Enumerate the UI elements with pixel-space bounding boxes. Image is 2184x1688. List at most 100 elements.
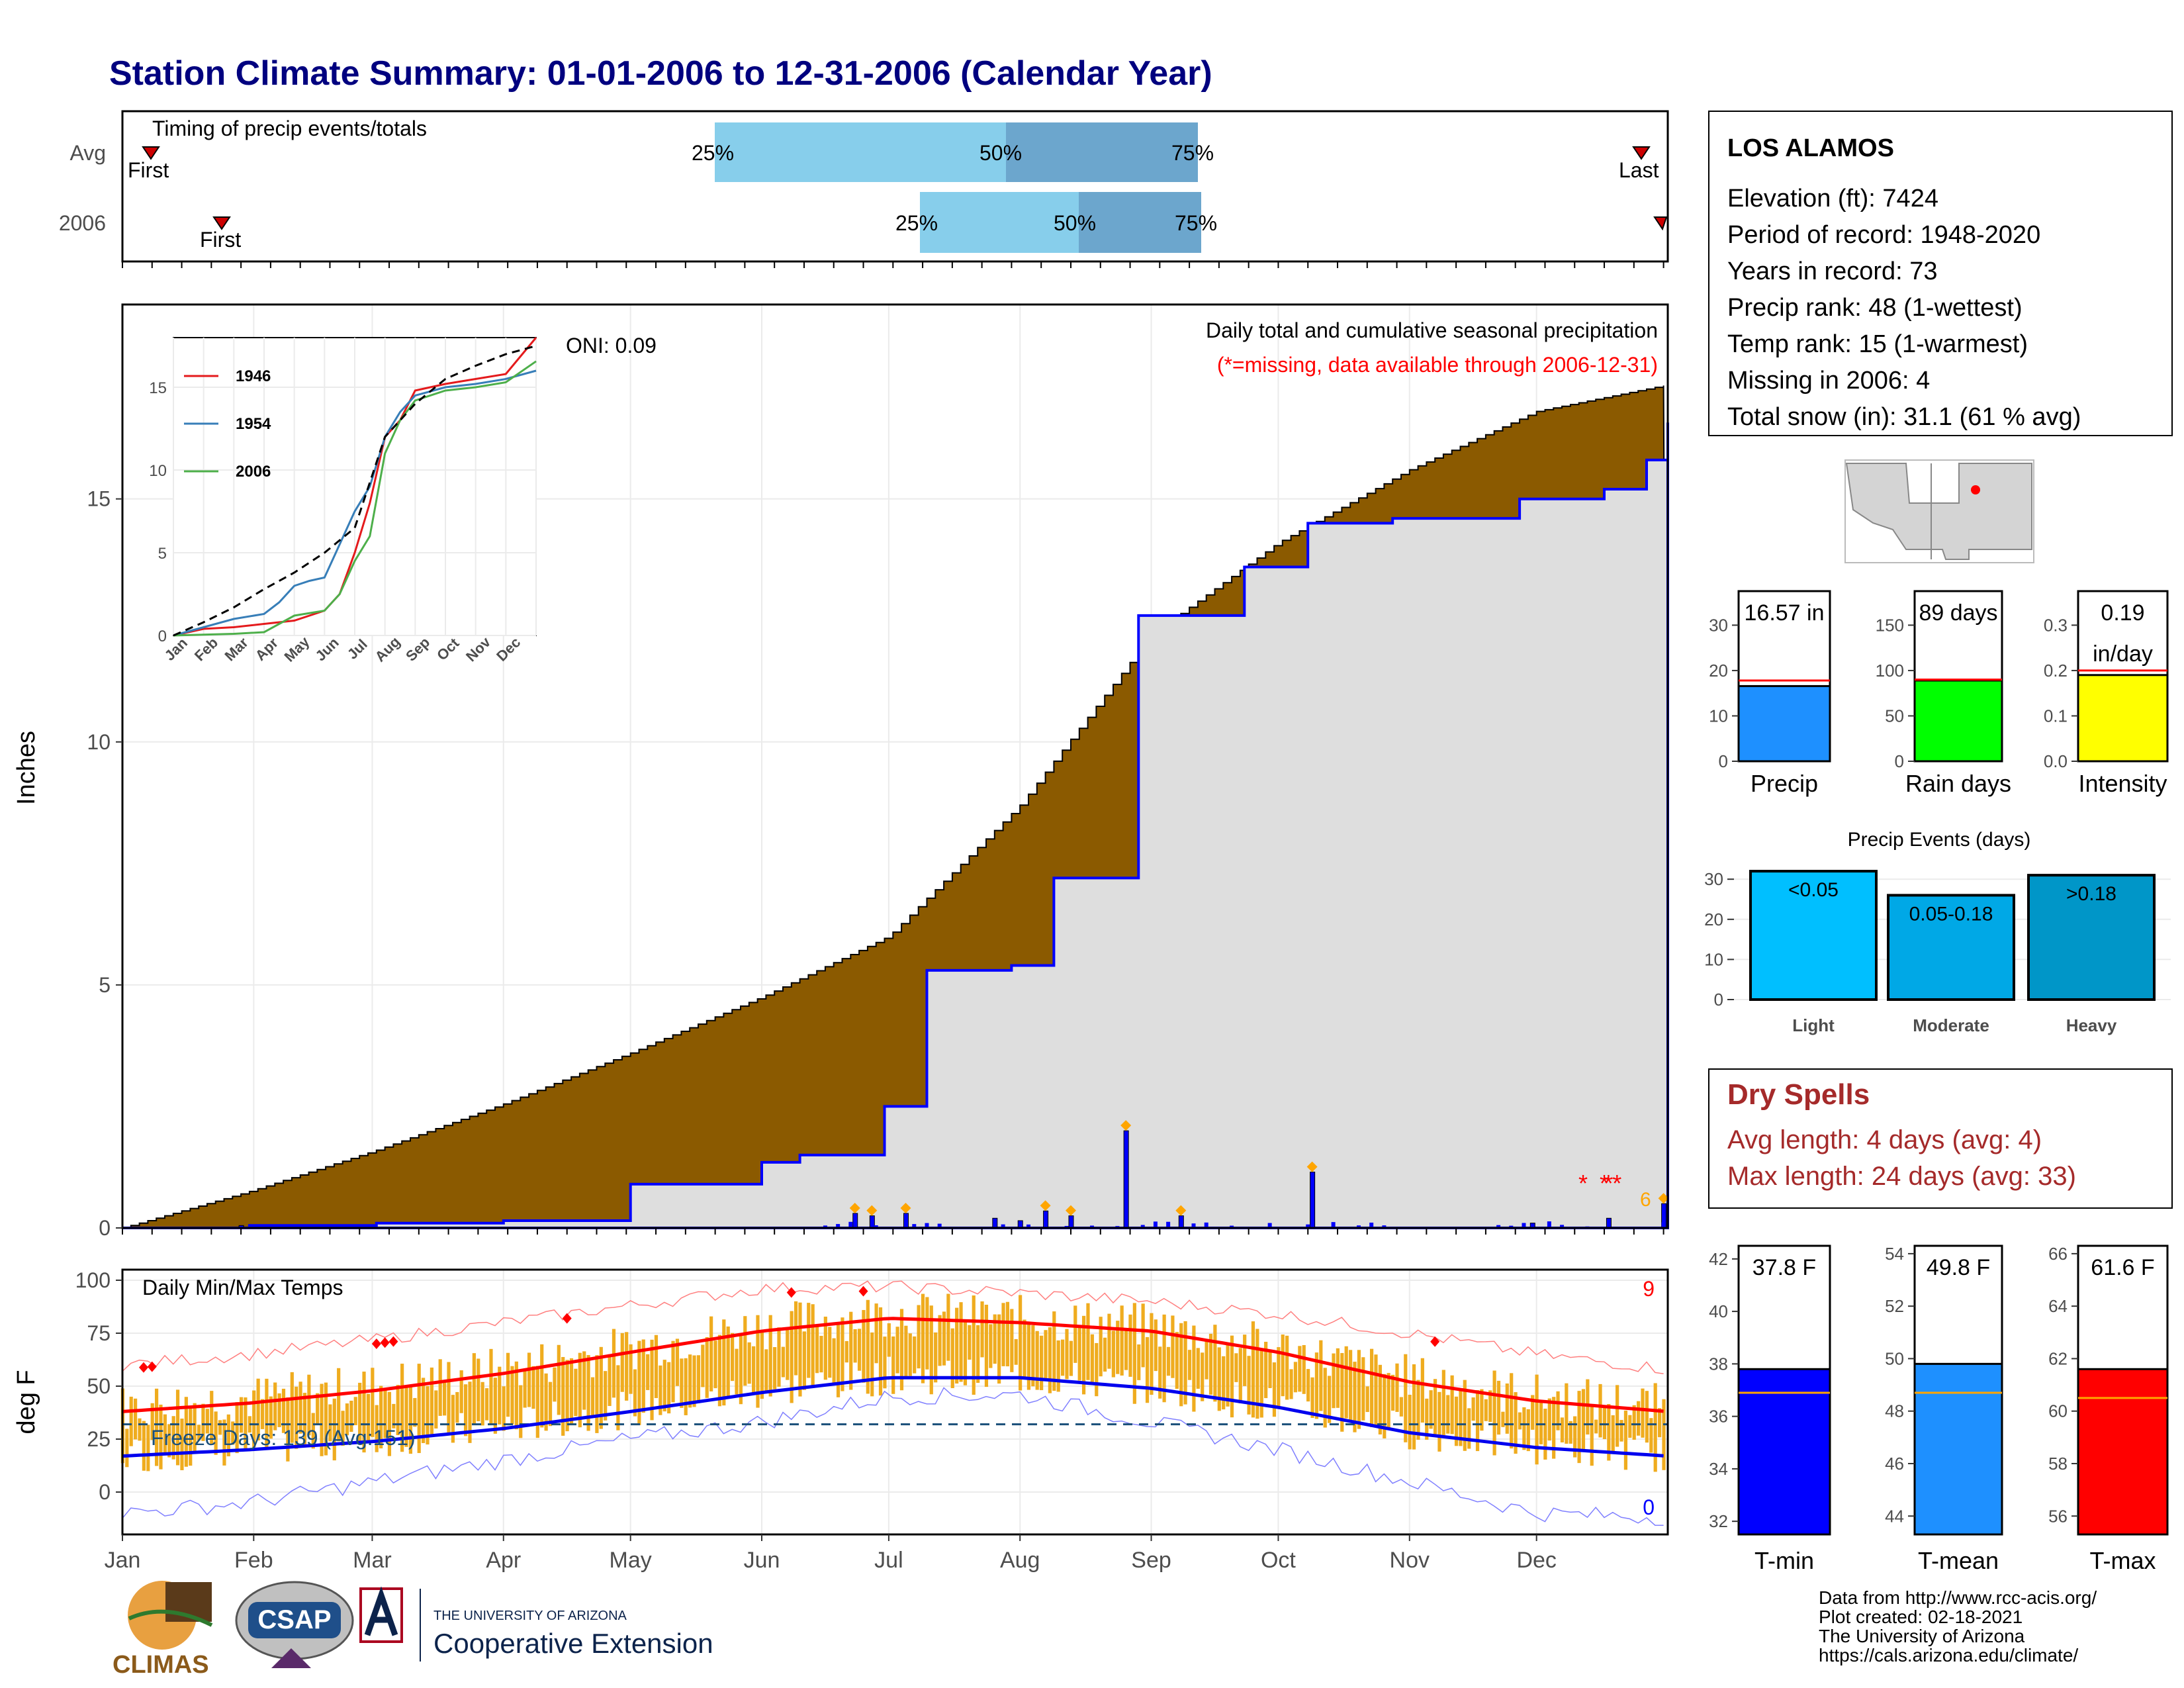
daily-precip-bar	[1331, 1222, 1336, 1228]
y2006-first-label: First	[200, 228, 241, 252]
intensity-stat-value-text: 0.19	[2101, 600, 2144, 626]
daily-temp-bar	[472, 1353, 476, 1425]
daily-temp-bar	[921, 1293, 925, 1383]
daily-temp-bar	[193, 1403, 197, 1454]
daily-precip-bar	[874, 1225, 878, 1228]
daily-temp-bar	[1658, 1408, 1662, 1438]
event-bar-text: <0.05	[1788, 879, 1839, 901]
daily-temp-bar	[929, 1305, 933, 1395]
daily-temp-bar	[447, 1362, 451, 1436]
daily-precip-bar	[1606, 1217, 1612, 1229]
month-label-apr: Apr	[486, 1548, 521, 1573]
daily-temp-bar	[659, 1365, 662, 1415]
timing-row-2006-label: 2006	[59, 211, 106, 235]
month-label-jan: Jan	[105, 1548, 141, 1573]
y2006-last-marker	[1653, 216, 1668, 231]
daily-temp-bar	[895, 1327, 899, 1374]
tmean-stat-tick-label: 50	[1885, 1348, 1904, 1368]
daily-precip-bar	[937, 1223, 942, 1228]
daily-temp-bar	[739, 1333, 743, 1405]
daily-temp-bar	[400, 1364, 404, 1452]
daily-temp-bar	[1238, 1348, 1242, 1404]
daily-temp-bar	[531, 1366, 535, 1409]
daily-precip-bar	[1310, 1172, 1316, 1229]
daily-temp-bar	[1310, 1377, 1314, 1419]
daily-temp-bar	[1298, 1346, 1302, 1392]
month-label-aug: Aug	[1000, 1548, 1040, 1573]
daily-temp-bar	[646, 1354, 650, 1390]
daily-temp-bar	[1514, 1392, 1518, 1454]
missing-markers: * ***	[1578, 1170, 1621, 1197]
daily-temp-bar	[1404, 1354, 1408, 1442]
event-bar-label: Heavy	[2066, 1015, 2117, 1035]
daily-temp-bar	[324, 1382, 328, 1456]
precip-stat-tick-label: 30	[1709, 615, 1728, 635]
daily-temp-bar	[1019, 1295, 1023, 1391]
footer-plot-created: Plot created: 02-18-2021	[1819, 1607, 2023, 1627]
intensity-stat-tick-label: 0.3	[2044, 615, 2068, 635]
temp-y-tick-label: 75	[87, 1321, 111, 1345]
record-high-marker	[388, 1336, 398, 1347]
precip-events-chart: Precip Events (days) 0 10 20 30 <0.05 Light 0.…	[1704, 829, 2171, 1035]
daily-temp-bar	[832, 1338, 836, 1385]
big-event-marker	[900, 1202, 911, 1213]
daily-temp-bar	[680, 1358, 684, 1408]
daily-temp-bar	[1192, 1325, 1196, 1412]
daily-temp-bar	[760, 1331, 764, 1399]
daily-temp-bar	[1213, 1325, 1217, 1402]
tmin-stat-tick-label: 40	[1709, 1301, 1728, 1321]
daily-temp-bar	[1522, 1407, 1526, 1450]
daily-temp-bar	[1040, 1335, 1044, 1391]
tmean-stat-label: T-mean	[1918, 1547, 1999, 1574]
daily-temp-bar	[519, 1385, 523, 1438]
intensity-stat-bar	[2077, 674, 2169, 763]
daily-temp-bar	[1662, 1399, 1666, 1470]
daily-temp-bar	[1196, 1348, 1200, 1389]
daily-temp-bar	[862, 1309, 866, 1383]
daily-temp-bar	[950, 1328, 954, 1389]
events-title: Precip Events (days)	[1848, 829, 2031, 851]
daily-temp-bar	[265, 1378, 269, 1450]
daily-temp-bar	[908, 1333, 912, 1376]
daily-temp-bar	[1044, 1330, 1048, 1379]
daily-temp-bar	[1602, 1407, 1607, 1440]
daily-temp-bar	[459, 1370, 463, 1413]
daily-temp-bar	[989, 1324, 993, 1368]
station-elevation: Elevation (ft): 7424	[1727, 185, 1938, 212]
daily-temp-bar	[1496, 1380, 1501, 1435]
tmean-stat-tick-label: 48	[1885, 1401, 1904, 1421]
daily-temp-bar	[1014, 1338, 1018, 1365]
daily-temp-bar	[328, 1404, 332, 1442]
daily-precip-bar	[1509, 1225, 1514, 1228]
event-bar-heavy	[2027, 874, 2156, 1001]
daily-temp-bar	[1234, 1353, 1238, 1382]
daily-temp-bar	[167, 1424, 171, 1458]
daily-temp-bar	[1399, 1397, 1403, 1417]
oni-label: ONI: 0.09	[566, 334, 657, 357]
temp-y-tick-label: 25	[87, 1427, 111, 1451]
temperature-panel: 0 25 50 75 100 Jan Feb Mar Apr May Jun Jul Aug Sep Oc…	[13, 1268, 1669, 1573]
daily-temp-bar	[1547, 1398, 1551, 1441]
daily-temp-bar	[175, 1389, 180, 1466]
big-event-marker	[849, 1202, 860, 1213]
daily-temp-bar	[286, 1397, 290, 1462]
daily-temp-bar	[1056, 1340, 1060, 1392]
daily-temp-bar	[595, 1355, 599, 1433]
daily-precip-bar	[1382, 1225, 1387, 1228]
daily-temp-bar	[510, 1366, 514, 1425]
daily-temp-bar	[629, 1344, 633, 1394]
daily-precip-bar	[992, 1217, 998, 1229]
daily-temp-bar	[955, 1307, 959, 1384]
y2006-quartile-25-50	[920, 192, 1079, 253]
record-high-count: 9	[1643, 1277, 1655, 1301]
daily-temp-bar	[620, 1333, 624, 1392]
tmin-stat-tick-label: 38	[1709, 1354, 1728, 1374]
daily-temp-bar	[1632, 1405, 1636, 1440]
inset-line-avg	[173, 345, 537, 637]
daily-temp-bar	[1217, 1347, 1221, 1411]
daily-temp-bar	[392, 1403, 396, 1429]
tmin-stat-bar	[1737, 1368, 1831, 1536]
tmax-stat-value-text: 61.6 F	[2091, 1255, 2154, 1280]
record-high-marker	[380, 1337, 390, 1348]
month-label-may: May	[610, 1548, 652, 1573]
